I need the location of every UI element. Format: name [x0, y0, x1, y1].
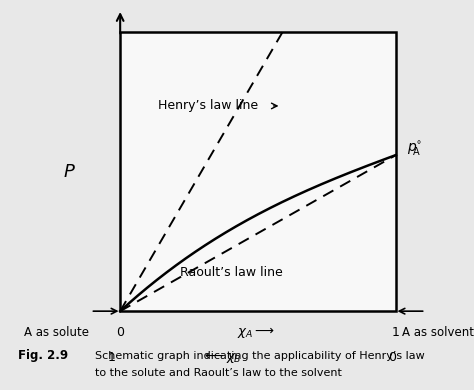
Text: $\chi_A \longrightarrow$: $\chi_A \longrightarrow$ [237, 325, 275, 340]
Text: to the solute and Raoult’s law to the solvent: to the solute and Raoult’s law to the so… [95, 368, 342, 378]
Text: A as solute: A as solute [24, 326, 89, 339]
Text: $\longleftarrow \chi_B$: $\longleftarrow \chi_B$ [202, 350, 242, 365]
Text: Fig. 2.9: Fig. 2.9 [18, 349, 68, 362]
Text: Schematic graph indicating the applicability of Henry’s law: Schematic graph indicating the applicabi… [95, 351, 424, 361]
Text: Henry’s law line: Henry’s law line [158, 99, 258, 112]
Text: $p\!^\circ_{\!\mathrm{A}}$: $p\!^\circ_{\!\mathrm{A}}$ [407, 140, 422, 158]
Text: Raoult’s law line: Raoult’s law line [180, 266, 283, 279]
Text: 1: 1 [108, 351, 116, 364]
Text: P: P [64, 163, 75, 181]
Text: 0: 0 [116, 326, 124, 339]
Text: A as solvent: A as solvent [402, 326, 474, 339]
Text: 1: 1 [392, 326, 400, 339]
Text: 0: 0 [388, 351, 396, 364]
Polygon shape [120, 32, 396, 311]
